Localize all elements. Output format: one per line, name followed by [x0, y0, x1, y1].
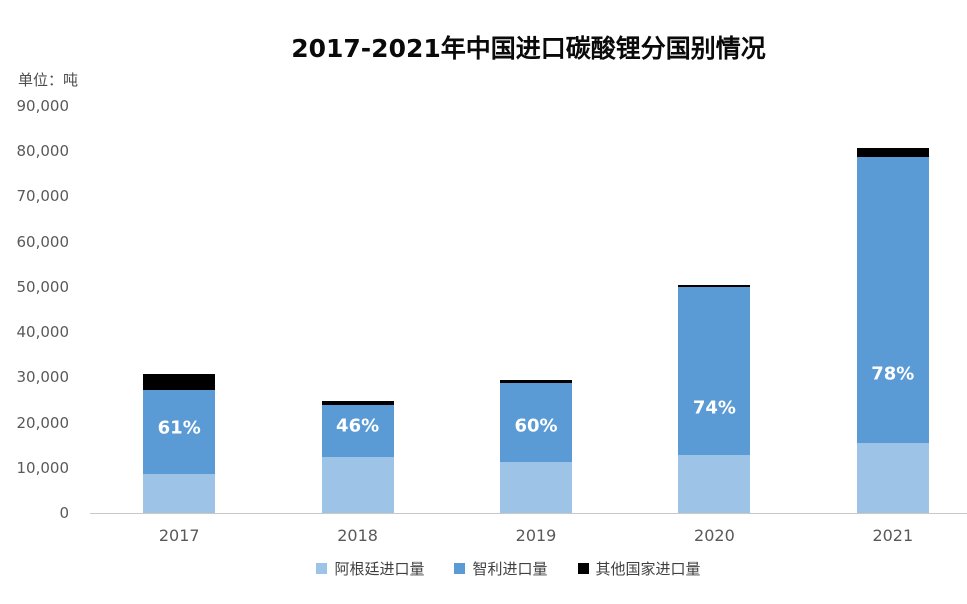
y-tick-label: 20,000: [16, 413, 70, 432]
bar-segment: [678, 455, 751, 513]
bar-percent-label: 74%: [692, 397, 736, 419]
bar-percent-label: 60%: [514, 415, 558, 437]
bar-segment: [500, 461, 572, 513]
y-tick-label: 0: [59, 504, 69, 522]
x-tick-label: 2018: [337, 526, 378, 545]
legend-swatch: [577, 562, 589, 574]
bar-segment: [856, 148, 929, 158]
bar-segment: [856, 442, 929, 513]
legend-item: 阿根廷进口量: [316, 558, 424, 579]
bar-segment: [143, 374, 216, 390]
y-tick-label: 60,000: [16, 232, 70, 251]
bar-segment: [678, 284, 751, 287]
legend: 阿根廷进口量 智利进口量 其他国家进口量: [50, 558, 967, 578]
y-tick-label: 90,000: [16, 97, 70, 115]
bar-percent-label: 46%: [336, 415, 380, 437]
x-tick-label: 2020: [694, 526, 735, 545]
bar-segment: [143, 474, 216, 513]
legend-label: 其他国家进口量: [595, 559, 701, 578]
bar-percent-label: 78%: [871, 363, 915, 385]
x-tick-label: 2021: [872, 526, 914, 545]
x-tick-label: 2017: [158, 526, 200, 545]
y-tick-label: 30,000: [16, 368, 70, 387]
bar-segment: [856, 157, 929, 443]
bar-segment: [321, 405, 394, 457]
y-tick-label: 80,000: [16, 142, 70, 161]
chart-title: 2017-2021年中国进口碳酸锂分国别情况: [291, 34, 766, 63]
legend-label: 智利进口量: [472, 559, 548, 578]
bar-segment: [678, 286, 751, 456]
legend-swatch: [454, 562, 466, 574]
y-tick-label: 70,000: [16, 187, 70, 206]
legend-item: 其他国家进口量: [577, 558, 701, 579]
x-tick-label: 2019: [515, 526, 557, 545]
x-axis-line: [90, 513, 967, 514]
bar-segment: [321, 401, 394, 406]
bar-segment: [143, 389, 216, 475]
y-tick-label: 40,000: [16, 323, 70, 342]
legend-item: 智利进口量: [454, 558, 548, 579]
unit-label: 单位：吨: [18, 71, 79, 89]
y-tick-label: 10,000: [16, 458, 70, 477]
bar-segment: [500, 380, 572, 383]
bar-percent-label: 61%: [157, 417, 201, 439]
y-tick-label: 50,000: [16, 277, 70, 296]
bar-segment: [500, 382, 572, 462]
legend-swatch: [316, 562, 328, 574]
legend-label: 阿根廷进口量: [334, 559, 425, 578]
bar-segment: [321, 456, 394, 513]
